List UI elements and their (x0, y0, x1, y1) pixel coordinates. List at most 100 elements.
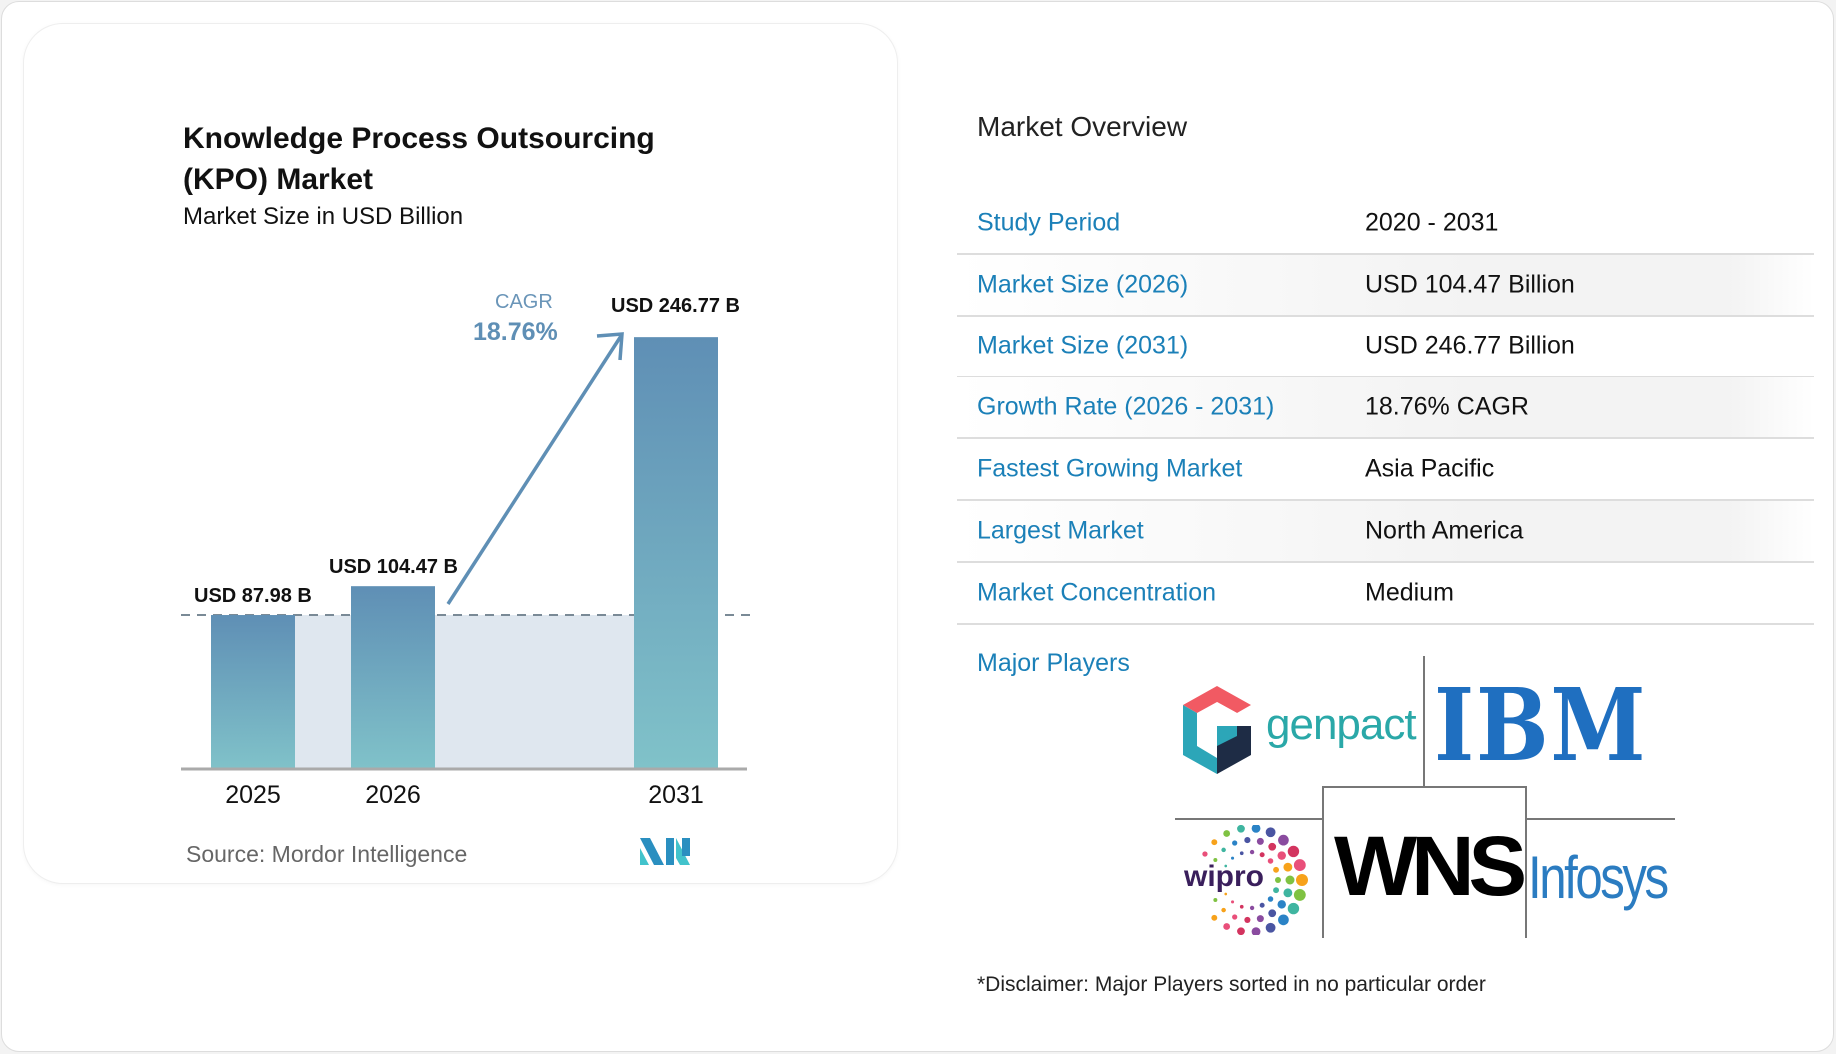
cagr-arrow-head-icon (596, 332, 624, 361)
wipro-dot (1267, 896, 1274, 902)
row-label: Study Period (977, 208, 1121, 237)
x-tick-label: 2025 (225, 781, 281, 809)
wipro-dot (1239, 904, 1244, 909)
wipro-dot (1224, 892, 1228, 896)
wipro-dot (1273, 887, 1280, 894)
row-value: Medium (1365, 578, 1454, 607)
row-value: North America (1365, 516, 1524, 545)
wipro-logo-icon (1202, 825, 1308, 935)
wipro-dot (1293, 888, 1306, 901)
wipro-dot (1249, 849, 1255, 855)
wipro-dot (1244, 916, 1251, 923)
divider (1175, 818, 1323, 820)
mordor-logo-icon (640, 838, 690, 865)
baseline-shade (211, 615, 718, 769)
row-value: 2020 - 2031 (1365, 208, 1499, 237)
bar-2031 (634, 337, 718, 769)
wipro-dot (1293, 859, 1306, 872)
row-value: Asia Pacific (1365, 454, 1495, 483)
wipro-dot (1256, 915, 1264, 923)
divider (1525, 818, 1675, 820)
wipro-dot (1259, 902, 1265, 908)
wipro-dot (1224, 864, 1228, 868)
wipro-dot (1237, 825, 1245, 833)
row-value: USD 246.77 Billion (1365, 331, 1575, 360)
wipro-dot (1211, 839, 1218, 846)
wipro-dot (1221, 847, 1226, 853)
overview-row: Market Size (2026) USD 104.47 Billion (957, 255, 1814, 317)
wipro-dot (1296, 874, 1308, 886)
divider (1423, 656, 1425, 787)
row-label: Growth Rate (2026 - 2031) (977, 392, 1275, 421)
wipro-dot (1277, 900, 1286, 909)
genpact-logo-icon (1183, 686, 1251, 774)
wipro-dot (1239, 851, 1244, 856)
overview-row: Fastest Growing Market Asia Pacific (957, 439, 1814, 501)
wipro-dot (1267, 858, 1274, 864)
wipro-dot (1268, 909, 1277, 918)
row-value: 18.76% CAGR (1365, 392, 1529, 421)
wipro-dot (1213, 898, 1218, 902)
chart-title: Knowledge Process Outsourcing (KPO) Mark… (183, 122, 655, 196)
bar-2025 (211, 615, 295, 769)
major-players-label: Major Players (977, 649, 1130, 677)
x-tick-label: 2031 (648, 781, 704, 809)
wipro-dot (1265, 922, 1276, 933)
bar-2026 (351, 586, 435, 769)
wipro-dot (1278, 914, 1289, 926)
row-value: USD 104.47 Billion (1365, 270, 1575, 299)
overview-row: Market Size (2031) USD 246.77 Billion (957, 316, 1814, 378)
wipro-dot (1268, 842, 1277, 851)
wipro-dot (1213, 858, 1218, 862)
wipro-dot (1265, 827, 1276, 838)
wipro-dot (1244, 837, 1251, 844)
cagr-label: CAGR (495, 291, 553, 313)
overview-row: Market Concentration Medium (957, 563, 1814, 625)
wipro-dot (1232, 840, 1238, 846)
wipro-dot (1259, 852, 1265, 858)
wipro-dot (1283, 862, 1293, 872)
overview-row: Study Period 2020 - 2031 (957, 193, 1814, 255)
wipro-dot (1231, 856, 1235, 860)
overview-row: Largest Market North America (957, 501, 1814, 563)
x-tick-label: 2026 (365, 781, 421, 809)
wipro-dot (1273, 866, 1280, 873)
wipro-dot (1275, 877, 1281, 883)
wipro-dot (1221, 907, 1226, 913)
wipro-dot (1283, 888, 1293, 898)
wipro-dot (1287, 902, 1300, 915)
overview-row: Growth Rate (2026 - 2031) 18.76% CAGR (957, 377, 1814, 439)
cagr-value: 18.76% (473, 318, 558, 346)
source-text: Source: Mordor Intelligence (186, 841, 468, 867)
genpact-logo-text: genpact (1266, 700, 1417, 749)
wipro-logo-text: wipro (1184, 860, 1264, 893)
row-label: Market Size (2031) (977, 331, 1189, 360)
wns-logo-text: WNS (1334, 819, 1527, 913)
value-label: USD 104.47 B (329, 556, 458, 578)
wipro-dot (1278, 834, 1289, 846)
row-label: Market Size (2026) (977, 270, 1189, 299)
wipro-dot (1211, 914, 1218, 921)
chart-subtitle: Market Size in USD Billion (183, 203, 464, 230)
wipro-dot (1202, 851, 1208, 857)
cagr-arrow (446, 335, 623, 605)
wipro-dot (1256, 837, 1264, 845)
row-label: Largest Market (977, 516, 1144, 545)
infosys-logo-text: Infosys (1528, 844, 1669, 911)
value-label: USD 87.98 B (194, 585, 312, 607)
row-label: Market Concentration (977, 578, 1217, 607)
disclaimer: *Disclaimer: Major Players sorted in no … (977, 973, 1486, 996)
wipro-dot (1285, 875, 1295, 885)
wipro-dot (1249, 905, 1255, 911)
value-label: USD 246.77 B (611, 295, 740, 317)
wipro-dot (1251, 825, 1261, 833)
wipro-dot (1232, 914, 1238, 920)
wipro-dot (1287, 845, 1300, 858)
market-overview-title: Market Overview (977, 111, 1188, 142)
bar-chart: USD 87.98 B 2025 USD 104.47 B 2026 USD 246.7… (181, 295, 752, 809)
wipro-dot (1237, 927, 1245, 935)
wipro-dot (1277, 851, 1286, 860)
row-label: Fastest Growing Market (977, 454, 1243, 483)
wipro-dot (1231, 900, 1235, 904)
wipro-dot (1223, 830, 1231, 837)
